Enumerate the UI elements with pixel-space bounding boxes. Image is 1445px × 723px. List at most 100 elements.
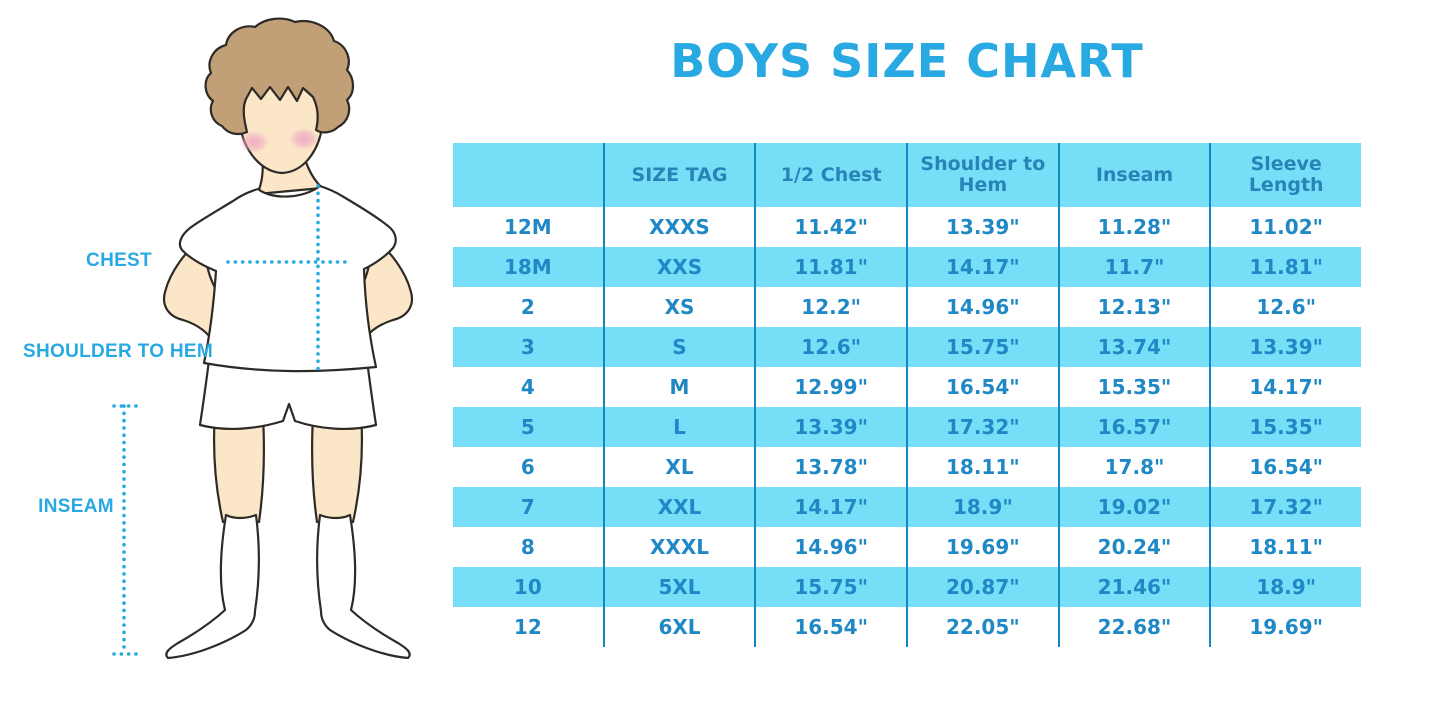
left-cheek-blush [239, 131, 269, 153]
size-cell: 7 [520, 495, 535, 519]
value-cell: 11.81" [754, 247, 906, 287]
value-cell: 15.75" [754, 567, 906, 607]
right-cheek-blush [289, 128, 319, 150]
table-row: 2 XS 12.2" 14.96" 12.13" 12.6" [453, 287, 1361, 327]
size-cell: 6 [520, 455, 535, 479]
size-table: SIZE TAG 1/2 Chest Shoulder to Hem Inseam Sl… [453, 143, 1361, 647]
value-cell: 12.6" [754, 327, 906, 367]
table-row: 6 XL 13.78" 18.11" 17.8" 16.54" [453, 447, 1361, 487]
chest-label: CHEST [86, 250, 152, 271]
inseam-label: INSEAM [38, 496, 114, 517]
value-cell: 22.05" [906, 607, 1058, 647]
size-cell: 5 [520, 415, 535, 439]
right-sock [316, 513, 411, 660]
value-cell: 15.35" [1057, 367, 1210, 407]
value-cell: L [602, 407, 755, 447]
value-cell: 14.17" [1209, 367, 1361, 407]
size-cell: 18M [503, 255, 552, 279]
value-cell: 13.39" [754, 407, 906, 447]
value-cell: 18.9" [1209, 567, 1361, 607]
value-cell: 14.96" [906, 287, 1058, 327]
value-cell: 15.35" [1209, 407, 1361, 447]
value-cell: 20.87" [906, 567, 1058, 607]
value-cell: 13.78" [754, 447, 906, 487]
table-row: 7 XXL 14.17" 18.9" 19.02" 17.32" [453, 487, 1361, 527]
value-cell: 6XL [602, 607, 755, 647]
table-row: 3 S 12.6" 15.75" 13.74" 13.39" [453, 327, 1361, 367]
table-row: 10 5XL 15.75" 20.87" 21.46" 18.9" [453, 567, 1361, 607]
size-cell: 10 [513, 575, 542, 599]
table-row: 12M XXXS 11.42" 13.39" 11.28" 11.02" [453, 207, 1361, 247]
column-header: Shoulder to Hem [906, 143, 1058, 207]
table-row: 18M XXS 11.81" 14.17" 11.7" 11.81" [453, 247, 1361, 287]
value-cell: 12.2" [754, 287, 906, 327]
value-cell: XS [602, 287, 755, 327]
value-cell: XXS [602, 247, 755, 287]
column-header: Sleeve Length [1209, 143, 1361, 207]
value-cell: XXXS [602, 207, 755, 247]
value-cell: 14.17" [906, 247, 1058, 287]
size-cell: 8 [520, 535, 535, 559]
column-header: SIZE TAG [602, 143, 755, 207]
value-cell: M [602, 367, 755, 407]
size-cell: 12M [503, 215, 552, 239]
value-cell: XXXL [602, 527, 755, 567]
value-cell: 19.69" [1209, 607, 1361, 647]
table-row: 12 6XL 16.54" 22.05" 22.68" 19.69" [453, 607, 1361, 647]
value-cell: S [602, 327, 755, 367]
size-cell: 12 [513, 615, 542, 639]
value-cell: 12.13" [1057, 287, 1210, 327]
column-header: Inseam [1057, 143, 1210, 207]
value-cell: 13.39" [1209, 327, 1361, 367]
value-cell: XL [602, 447, 755, 487]
left-arm [162, 236, 223, 339]
table-header-row: SIZE TAG 1/2 Chest Shoulder to Hem Inseam Sl… [453, 143, 1361, 207]
value-cell: 15.75" [906, 327, 1058, 367]
right-leg [310, 398, 364, 524]
left-leg [212, 398, 266, 524]
column-header [453, 143, 603, 207]
value-cell: 18.11" [1209, 527, 1361, 567]
measurement-dotted-lines [112, 184, 347, 656]
value-cell: 11.02" [1209, 207, 1361, 247]
value-cell: 13.39" [906, 207, 1058, 247]
column-header: 1/2 Chest [754, 143, 906, 207]
size-cell: 3 [520, 335, 535, 359]
value-cell: 11.81" [1209, 247, 1361, 287]
size-cell: 4 [520, 375, 535, 399]
value-cell: 11.7" [1057, 247, 1210, 287]
shoulder-to-hem-label: SHOULDER TO HEM [23, 341, 213, 362]
table-row: 4 M 12.99" 16.54" 15.35" 14.17" [453, 367, 1361, 407]
t-shirt [178, 184, 397, 373]
value-cell: 17.32" [906, 407, 1058, 447]
table-row: 8 XXXL 14.96" 19.69" 20.24" 18.11" [453, 527, 1361, 567]
value-cell: 14.17" [754, 487, 906, 527]
value-cell: 18.11" [906, 447, 1058, 487]
boy-figure-illustration [112, 17, 414, 660]
value-cell: 20.24" [1057, 527, 1210, 567]
hair [204, 17, 355, 136]
value-cell: 11.28" [1057, 207, 1210, 247]
value-cell: 19.02" [1057, 487, 1210, 527]
table-row: 5 L 13.39" 17.32" 16.57" 15.35" [453, 407, 1361, 447]
value-cell: 21.46" [1057, 567, 1210, 607]
value-cell: 16.54" [754, 607, 906, 647]
value-cell: 12.6" [1209, 287, 1361, 327]
value-cell: 12.99" [754, 367, 906, 407]
value-cell: 22.68" [1057, 607, 1210, 647]
value-cell: 19.69" [906, 527, 1058, 567]
value-cell: 14.96" [754, 527, 906, 567]
value-cell: 18.9" [906, 487, 1058, 527]
value-cell: 16.54" [1209, 447, 1361, 487]
value-cell: 16.54" [906, 367, 1058, 407]
left-sock [165, 513, 260, 660]
size-cell: 2 [520, 295, 535, 319]
value-cell: 16.57" [1057, 407, 1210, 447]
page-title: BOYS SIZE CHART [670, 34, 1144, 88]
value-cell: 17.32" [1209, 487, 1361, 527]
value-cell: 17.8" [1057, 447, 1210, 487]
value-cell: XXL [602, 487, 755, 527]
value-cell: 13.74" [1057, 327, 1210, 367]
value-cell: 11.42" [754, 207, 906, 247]
